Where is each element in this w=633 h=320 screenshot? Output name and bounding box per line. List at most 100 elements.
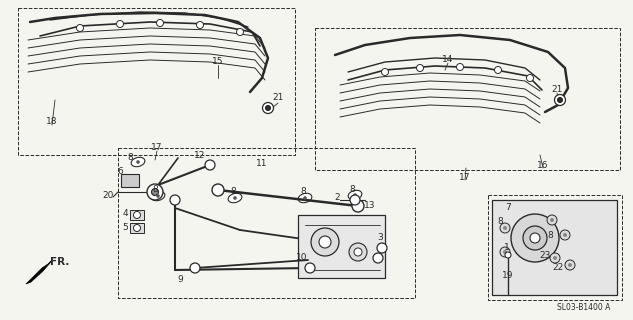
Text: 6: 6 [117, 167, 123, 177]
Circle shape [494, 67, 501, 74]
Ellipse shape [131, 157, 145, 167]
Polygon shape [298, 215, 385, 278]
Text: 21: 21 [551, 85, 563, 94]
Circle shape [558, 98, 563, 102]
Ellipse shape [228, 193, 242, 203]
Text: 11: 11 [256, 158, 268, 167]
Text: 22: 22 [553, 263, 563, 273]
Circle shape [77, 25, 84, 31]
Circle shape [151, 188, 158, 196]
Circle shape [350, 195, 360, 205]
Circle shape [417, 65, 423, 71]
Circle shape [263, 102, 273, 114]
Text: 21: 21 [272, 93, 284, 102]
Bar [315, 28, 620, 170]
Bar [118, 148, 415, 298]
Circle shape [265, 106, 270, 110]
Circle shape [565, 260, 575, 270]
Circle shape [500, 247, 510, 257]
Circle shape [196, 21, 203, 28]
Text: FR.: FR. [50, 257, 70, 267]
Circle shape [349, 243, 367, 261]
Circle shape [550, 218, 554, 222]
Circle shape [530, 233, 540, 243]
Circle shape [550, 253, 560, 263]
Text: 17: 17 [151, 143, 163, 153]
Text: 1: 1 [504, 244, 510, 252]
Text: 8: 8 [547, 230, 553, 239]
Circle shape [156, 20, 163, 27]
Circle shape [511, 214, 559, 262]
Text: 5: 5 [122, 222, 128, 231]
Circle shape [527, 75, 534, 82]
Text: 23: 23 [539, 251, 551, 260]
Circle shape [505, 252, 511, 258]
Text: 16: 16 [537, 161, 549, 170]
Bar [121, 174, 139, 187]
Ellipse shape [348, 190, 362, 200]
Circle shape [382, 68, 389, 76]
Circle shape [456, 63, 463, 70]
Text: 8: 8 [349, 185, 355, 194]
Circle shape [212, 184, 224, 196]
Circle shape [523, 226, 547, 250]
Circle shape [134, 212, 141, 219]
Ellipse shape [298, 193, 312, 203]
Text: 18: 18 [46, 117, 58, 126]
Circle shape [147, 184, 163, 200]
Circle shape [319, 236, 331, 248]
Circle shape [563, 233, 567, 237]
Text: 8: 8 [497, 218, 503, 227]
Text: 20: 20 [103, 190, 114, 199]
Circle shape [503, 226, 507, 230]
Circle shape [136, 160, 140, 164]
Text: 8: 8 [152, 186, 158, 195]
Circle shape [568, 263, 572, 267]
Text: 4: 4 [122, 209, 128, 218]
Text: 3: 3 [377, 234, 383, 243]
Circle shape [373, 253, 383, 263]
Text: 8: 8 [230, 188, 236, 196]
Ellipse shape [151, 191, 165, 201]
Circle shape [377, 243, 387, 253]
Circle shape [233, 196, 237, 200]
Circle shape [134, 225, 141, 231]
Circle shape [311, 228, 339, 256]
Circle shape [353, 193, 357, 197]
Text: SL03-B1400 A: SL03-B1400 A [556, 303, 610, 312]
Circle shape [560, 230, 570, 240]
Circle shape [205, 160, 215, 170]
Text: 12: 12 [194, 150, 206, 159]
Circle shape [354, 248, 362, 256]
Circle shape [116, 20, 123, 28]
Bar [130, 210, 144, 220]
Bar [130, 223, 144, 233]
Text: 17: 17 [460, 172, 471, 181]
Circle shape [547, 215, 557, 225]
Circle shape [305, 263, 315, 273]
Circle shape [156, 194, 160, 198]
Circle shape [352, 200, 364, 212]
Circle shape [500, 223, 510, 233]
Circle shape [303, 196, 307, 200]
Bar [488, 195, 622, 300]
Circle shape [237, 28, 244, 36]
Text: 7: 7 [505, 204, 511, 212]
Polygon shape [26, 260, 52, 284]
Text: 14: 14 [442, 55, 454, 65]
Text: 8: 8 [300, 188, 306, 196]
Text: 8: 8 [127, 153, 133, 162]
Text: 15: 15 [212, 58, 223, 67]
Circle shape [503, 250, 507, 254]
Text: 9: 9 [177, 276, 183, 284]
Circle shape [190, 263, 200, 273]
Text: 2: 2 [334, 194, 340, 203]
Text: 19: 19 [502, 270, 514, 279]
Text: 13: 13 [364, 201, 376, 210]
Circle shape [170, 195, 180, 205]
Text: 10: 10 [296, 253, 308, 262]
Bar [18, 8, 295, 155]
Circle shape [553, 256, 557, 260]
Bar [492, 200, 617, 295]
Circle shape [555, 94, 565, 106]
